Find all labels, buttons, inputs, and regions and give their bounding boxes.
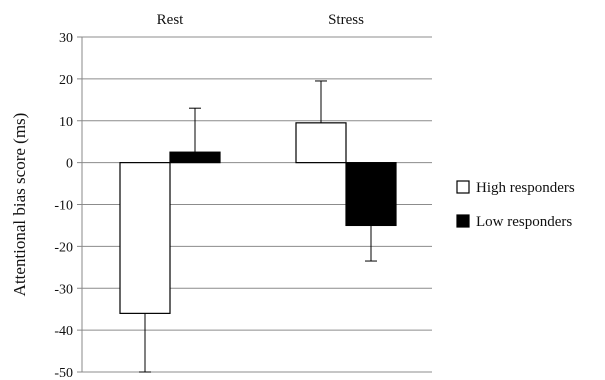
bar — [169, 151, 221, 164]
y-tick-label: -50 — [54, 366, 73, 380]
legend: High responders Low responders — [456, 180, 575, 230]
legend-swatch — [456, 180, 470, 194]
y-axis-ticks: 30 20 10 0 -10 -20 -30 -40 -50 — [54, 31, 82, 380]
bar — [295, 122, 347, 164]
y-tick-label: 0 — [66, 157, 73, 172]
legend-label: High responders — [476, 180, 575, 196]
y-tick-label: 30 — [59, 31, 73, 46]
category-label: Stress — [328, 12, 364, 28]
y-tick-label: 10 — [59, 115, 73, 130]
y-tick-label: -20 — [54, 240, 73, 255]
y-axis-title: Attentional bias score (ms) — [10, 113, 29, 297]
bars — [119, 122, 397, 314]
bar — [345, 162, 397, 227]
error-bars — [139, 80, 377, 373]
y-tick-label: -30 — [54, 282, 73, 297]
y-tick-label: -10 — [54, 199, 73, 214]
category-label: Rest — [157, 12, 185, 28]
category-labels: Rest Stress — [157, 12, 364, 28]
y-tick-label: 20 — [59, 73, 73, 88]
y-tick-label: -40 — [54, 324, 73, 339]
legend-swatch — [456, 214, 470, 228]
bar — [119, 162, 171, 314]
legend-label: Low responders — [476, 214, 572, 230]
